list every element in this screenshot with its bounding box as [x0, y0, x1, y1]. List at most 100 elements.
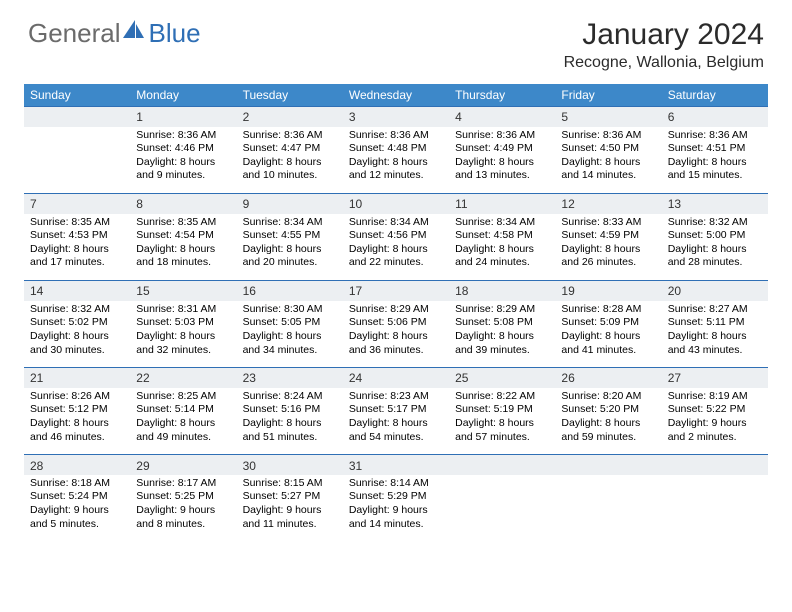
day-number-cell: 1 — [130, 107, 236, 127]
day-number-row: 123456 — [24, 107, 768, 127]
sunset-text: Sunset: 5:24 PM — [30, 490, 124, 504]
day-number-cell — [662, 455, 768, 475]
day-data-cell: Sunrise: 8:18 AMSunset: 5:24 PMDaylight:… — [24, 475, 130, 542]
day-data-row: Sunrise: 8:26 AMSunset: 5:12 PMDaylight:… — [24, 388, 768, 455]
daylight-text: and 22 minutes. — [349, 256, 443, 270]
sunrise-text: Sunrise: 8:27 AM — [668, 303, 762, 317]
day-data-cell: Sunrise: 8:29 AMSunset: 5:06 PMDaylight:… — [343, 301, 449, 368]
daylight-text: and 11 minutes. — [243, 518, 337, 532]
daylight-text: Daylight: 8 hours — [136, 156, 230, 170]
sunset-text: Sunset: 4:59 PM — [561, 229, 655, 243]
day-number-cell: 21 — [24, 368, 130, 388]
sunrise-text: Sunrise: 8:34 AM — [455, 216, 549, 230]
sunset-text: Sunset: 5:05 PM — [243, 316, 337, 330]
day-data-cell: Sunrise: 8:31 AMSunset: 5:03 PMDaylight:… — [130, 301, 236, 368]
sunrise-text: Sunrise: 8:17 AM — [136, 477, 230, 491]
daylight-text: Daylight: 8 hours — [668, 243, 762, 257]
day-data-cell: Sunrise: 8:36 AMSunset: 4:51 PMDaylight:… — [662, 127, 768, 194]
sunrise-text: Sunrise: 8:34 AM — [349, 216, 443, 230]
sunrise-text: Sunrise: 8:36 AM — [243, 129, 337, 143]
daylight-text: Daylight: 8 hours — [455, 156, 549, 170]
day-number-cell — [24, 107, 130, 127]
daylight-text: and 14 minutes. — [561, 169, 655, 183]
day-number-row: 21222324252627 — [24, 368, 768, 388]
day-data-cell: Sunrise: 8:32 AMSunset: 5:02 PMDaylight:… — [24, 301, 130, 368]
daylight-text: Daylight: 9 hours — [668, 417, 762, 431]
day-of-week-row: SundayMondayTuesdayWednesdayThursdayFrid… — [24, 84, 768, 107]
day-number-row: 78910111213 — [24, 194, 768, 214]
dow-header: Tuesday — [237, 84, 343, 107]
sunrise-text: Sunrise: 8:34 AM — [243, 216, 337, 230]
sunrise-text: Sunrise: 8:33 AM — [561, 216, 655, 230]
daylight-text: Daylight: 8 hours — [243, 330, 337, 344]
day-number-cell — [449, 455, 555, 475]
sunrise-text: Sunrise: 8:36 AM — [136, 129, 230, 143]
daylight-text: Daylight: 9 hours — [136, 504, 230, 518]
day-data-cell: Sunrise: 8:22 AMSunset: 5:19 PMDaylight:… — [449, 388, 555, 455]
day-number-cell: 10 — [343, 194, 449, 214]
sunset-text: Sunset: 5:11 PM — [668, 316, 762, 330]
day-data-cell: Sunrise: 8:28 AMSunset: 5:09 PMDaylight:… — [555, 301, 661, 368]
day-data-cell: Sunrise: 8:24 AMSunset: 5:16 PMDaylight:… — [237, 388, 343, 455]
day-number-cell: 20 — [662, 281, 768, 301]
day-number-cell: 28 — [24, 455, 130, 475]
daylight-text: Daylight: 9 hours — [349, 504, 443, 518]
day-data-cell: Sunrise: 8:36 AMSunset: 4:48 PMDaylight:… — [343, 127, 449, 194]
day-number-row: 28293031 — [24, 455, 768, 475]
day-number-cell: 15 — [130, 281, 236, 301]
day-number-cell: 26 — [555, 368, 661, 388]
daylight-text: Daylight: 8 hours — [455, 417, 549, 431]
daylight-text: and 5 minutes. — [30, 518, 124, 532]
daylight-text: and 51 minutes. — [243, 431, 337, 445]
day-data-cell: Sunrise: 8:25 AMSunset: 5:14 PMDaylight:… — [130, 388, 236, 455]
daylight-text: and 17 minutes. — [30, 256, 124, 270]
sunrise-text: Sunrise: 8:36 AM — [561, 129, 655, 143]
day-data-cell: Sunrise: 8:17 AMSunset: 5:25 PMDaylight:… — [130, 475, 236, 542]
day-data-cell — [662, 475, 768, 542]
sunset-text: Sunset: 5:12 PM — [30, 403, 124, 417]
sunset-text: Sunset: 5:22 PM — [668, 403, 762, 417]
dow-header: Friday — [555, 84, 661, 107]
sunset-text: Sunset: 4:58 PM — [455, 229, 549, 243]
daylight-text: Daylight: 9 hours — [30, 504, 124, 518]
day-data-cell: Sunrise: 8:30 AMSunset: 5:05 PMDaylight:… — [237, 301, 343, 368]
day-number-cell: 3 — [343, 107, 449, 127]
daylight-text: and 32 minutes. — [136, 344, 230, 358]
day-number-cell: 2 — [237, 107, 343, 127]
sunrise-text: Sunrise: 8:15 AM — [243, 477, 337, 491]
day-number-cell: 17 — [343, 281, 449, 301]
sunrise-text: Sunrise: 8:36 AM — [349, 129, 443, 143]
day-data-row: Sunrise: 8:36 AMSunset: 4:46 PMDaylight:… — [24, 127, 768, 194]
daylight-text: Daylight: 8 hours — [243, 156, 337, 170]
sunrise-text: Sunrise: 8:36 AM — [455, 129, 549, 143]
daylight-text: and 49 minutes. — [136, 431, 230, 445]
sunset-text: Sunset: 5:25 PM — [136, 490, 230, 504]
sunrise-text: Sunrise: 8:30 AM — [243, 303, 337, 317]
daylight-text: Daylight: 8 hours — [561, 330, 655, 344]
day-number-cell: 5 — [555, 107, 661, 127]
day-data-cell: Sunrise: 8:34 AMSunset: 4:55 PMDaylight:… — [237, 214, 343, 281]
month-title: January 2024 — [564, 18, 764, 52]
day-number-cell: 18 — [449, 281, 555, 301]
dow-header: Sunday — [24, 84, 130, 107]
daylight-text: Daylight: 9 hours — [243, 504, 337, 518]
day-number-cell: 25 — [449, 368, 555, 388]
sunset-text: Sunset: 4:50 PM — [561, 142, 655, 156]
daylight-text: and 26 minutes. — [561, 256, 655, 270]
sunset-text: Sunset: 5:09 PM — [561, 316, 655, 330]
sunrise-text: Sunrise: 8:19 AM — [668, 390, 762, 404]
daylight-text: and 46 minutes. — [30, 431, 124, 445]
sunset-text: Sunset: 4:53 PM — [30, 229, 124, 243]
day-number-cell: 14 — [24, 281, 130, 301]
day-data-cell: Sunrise: 8:29 AMSunset: 5:08 PMDaylight:… — [449, 301, 555, 368]
sunrise-text: Sunrise: 8:20 AM — [561, 390, 655, 404]
sunset-text: Sunset: 4:49 PM — [455, 142, 549, 156]
daylight-text: and 12 minutes. — [349, 169, 443, 183]
day-number-cell: 8 — [130, 194, 236, 214]
daylight-text: and 59 minutes. — [561, 431, 655, 445]
sunset-text: Sunset: 5:02 PM — [30, 316, 124, 330]
sunrise-text: Sunrise: 8:18 AM — [30, 477, 124, 491]
daylight-text: and 15 minutes. — [668, 169, 762, 183]
daylight-text: Daylight: 8 hours — [561, 156, 655, 170]
day-data-row: Sunrise: 8:18 AMSunset: 5:24 PMDaylight:… — [24, 475, 768, 542]
